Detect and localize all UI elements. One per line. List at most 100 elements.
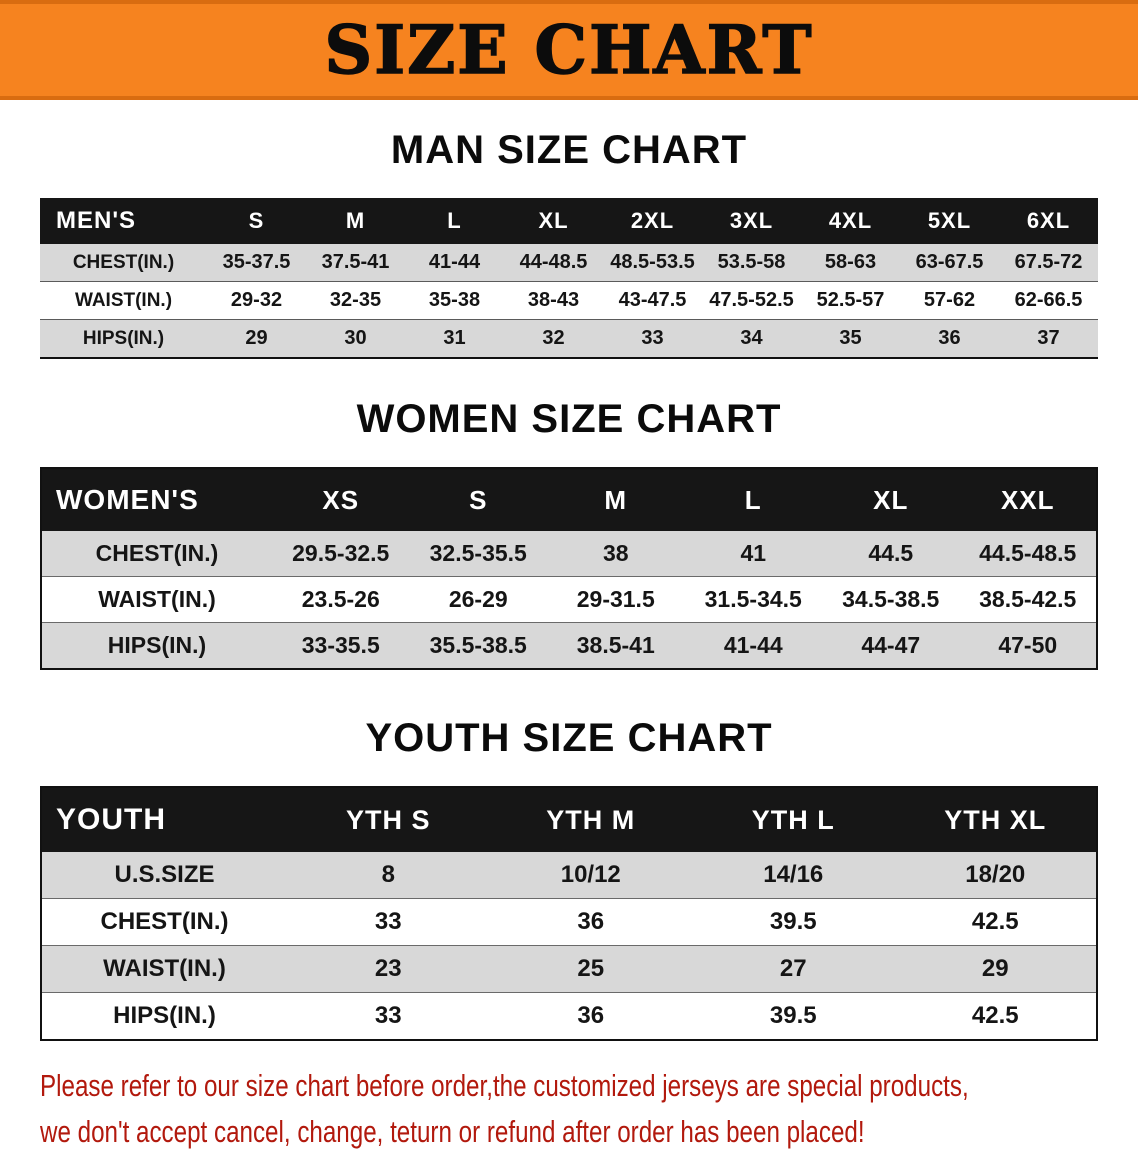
measurement-value-cell: 39.5: [692, 992, 895, 1041]
size-column-header: L: [684, 468, 822, 531]
table-title-cell: MEN'S: [40, 198, 207, 244]
size-column-header: YTH S: [287, 787, 490, 852]
size-column-header: S: [207, 198, 306, 244]
measurement-row: U.S.SIZE 8 10/12 14/16 18/20: [41, 852, 1097, 899]
men-size-section: MAN SIZE CHART MEN'S S M L XL 2XL 3XL 4XL 5XL 6XL…: [0, 128, 1138, 359]
measurement-value-cell: 38.5-41: [547, 622, 685, 670]
measurement-row: WAIST(IN.) 29-32 32-35 35-38 38-43 43-47.5 47.…: [40, 281, 1098, 320]
disclaimer-line-2: we don't accept cancel, change, teturn o…: [40, 1114, 865, 1149]
measurement-value-cell: 44.5-48.5: [959, 531, 1097, 577]
measurement-value-cell: 67.5-72: [999, 244, 1098, 282]
measurement-label-cell: HIPS(IN.): [40, 319, 207, 359]
measurement-value-cell: 33: [287, 992, 490, 1041]
measurement-value-cell: 36: [489, 898, 692, 946]
size-column-header: 6XL: [999, 198, 1098, 244]
size-column-header: YTH XL: [894, 787, 1097, 852]
measurement-row: WAIST(IN.) 23.5-26 26-29 29-31.5 31.5-34.5 34…: [41, 576, 1097, 623]
measurement-value-cell: 36: [489, 992, 692, 1041]
measurement-value-cell: 41-44: [684, 622, 822, 670]
measurement-value-cell: 44-48.5: [504, 244, 603, 282]
measurement-value-cell: 37: [999, 319, 1098, 359]
size-header-row: WOMEN'S XS S M L XL XXL: [41, 468, 1097, 531]
measurement-label-cell: CHEST(IN.): [41, 898, 287, 946]
measurement-value-cell: 42.5: [894, 992, 1097, 1041]
measurement-value-cell: 26-29: [409, 576, 547, 623]
measurement-value-cell: 32: [504, 319, 603, 359]
size-header-row: MEN'S S M L XL 2XL 3XL 4XL 5XL 6XL: [40, 198, 1098, 244]
measurement-value-cell: 44-47: [822, 622, 960, 670]
measurement-value-cell: 32.5-35.5: [409, 531, 547, 577]
measurement-value-cell: 29.5-32.5: [272, 531, 410, 577]
table-title-cell: WOMEN'S: [41, 468, 272, 531]
size-column-header: L: [405, 198, 504, 244]
measurement-value-cell: 23: [287, 945, 490, 993]
measurement-value-cell: 44.5: [822, 531, 960, 577]
size-column-header: XS: [272, 468, 410, 531]
measurement-value-cell: 8: [287, 852, 490, 899]
measurement-label-cell: WAIST(IN.): [41, 945, 287, 993]
disclaimer-line-1: Please refer to our size chart before or…: [40, 1068, 969, 1103]
size-column-header: 3XL: [702, 198, 801, 244]
measurement-label-cell: WAIST(IN.): [40, 281, 207, 320]
measurement-row: CHEST(IN.) 35-37.5 37.5-41 41-44 44-48.5 48.5…: [40, 244, 1098, 282]
size-header-row: YOUTH YTH S YTH M YTH L YTH XL: [41, 787, 1097, 852]
youth-size-table: YOUTH YTH S YTH M YTH L YTH XL U.S.SIZE 8 10/12…: [40, 786, 1098, 1041]
men-size-table: MEN'S S M L XL 2XL 3XL 4XL 5XL 6XL CHEST(IN.) 35-37…: [40, 198, 1098, 359]
youth-section-heading: YOUTH SIZE CHART: [365, 716, 773, 760]
size-column-header: M: [547, 468, 685, 531]
measurement-value-cell: 30: [306, 319, 405, 359]
disclaimer-text: Please refer to our size chart before or…: [40, 1063, 1098, 1155]
size-column-header: YTH M: [489, 787, 692, 852]
measurement-value-cell: 18/20: [894, 852, 1097, 899]
measurement-value-cell: 31.5-34.5: [684, 576, 822, 623]
measurement-value-cell: 27: [692, 945, 895, 993]
measurement-value-cell: 43-47.5: [603, 281, 702, 320]
measurement-value-cell: 35: [801, 319, 900, 359]
measurement-value-cell: 57-62: [900, 281, 999, 320]
measurement-value-cell: 35-38: [405, 281, 504, 320]
measurement-value-cell: 63-67.5: [900, 244, 999, 282]
measurement-value-cell: 58-63: [801, 244, 900, 282]
measurement-value-cell: 35-37.5: [207, 244, 306, 282]
measurement-value-cell: 53.5-58: [702, 244, 801, 282]
measurement-value-cell: 33: [603, 319, 702, 359]
size-column-header: 2XL: [603, 198, 702, 244]
measurement-value-cell: 35.5-38.5: [409, 622, 547, 670]
measurement-label-cell: WAIST(IN.): [41, 576, 272, 623]
size-column-header: YTH L: [692, 787, 895, 852]
measurement-label-cell: HIPS(IN.): [41, 622, 272, 670]
measurement-value-cell: 14/16: [692, 852, 895, 899]
measurement-value-cell: 23.5-26: [272, 576, 410, 623]
measurement-value-cell: 41-44: [405, 244, 504, 282]
measurement-value-cell: 34.5-38.5: [822, 576, 960, 623]
measurement-value-cell: 29: [207, 319, 306, 359]
size-column-header: XXL: [959, 468, 1097, 531]
measurement-value-cell: 38: [547, 531, 685, 577]
measurement-value-cell: 39.5: [692, 898, 895, 946]
measurement-row: HIPS(IN.) 29 30 31 32 33 34 35 36 37: [40, 319, 1098, 359]
size-column-header: S: [409, 468, 547, 531]
measurement-value-cell: 33: [287, 898, 490, 946]
measurement-value-cell: 29: [894, 945, 1097, 993]
measurement-value-cell: 34: [702, 319, 801, 359]
measurement-value-cell: 38-43: [504, 281, 603, 320]
measurement-label-cell: HIPS(IN.): [41, 992, 287, 1041]
measurement-value-cell: 33-35.5: [272, 622, 410, 670]
measurement-value-cell: 31: [405, 319, 504, 359]
measurement-value-cell: 38.5-42.5: [959, 576, 1097, 623]
measurement-label-cell: CHEST(IN.): [40, 244, 207, 282]
measurement-label-cell: U.S.SIZE: [41, 852, 287, 899]
measurement-row: CHEST(IN.) 29.5-32.5 32.5-35.5 38 41 44.5 44.5…: [41, 531, 1097, 577]
size-chart-banner: SIZE CHART: [0, 0, 1138, 100]
measurement-value-cell: 32-35: [306, 281, 405, 320]
measurement-value-cell: 42.5: [894, 898, 1097, 946]
measurement-row: CHEST(IN.) 33 36 39.5 42.5: [41, 898, 1097, 946]
measurement-value-cell: 37.5-41: [306, 244, 405, 282]
men-section-heading: MAN SIZE CHART: [390, 128, 748, 172]
size-column-header: 4XL: [801, 198, 900, 244]
measurement-value-cell: 62-66.5: [999, 281, 1098, 320]
women-section-heading: WOMEN SIZE CHART: [356, 397, 782, 441]
size-column-header: 5XL: [900, 198, 999, 244]
measurement-value-cell: 36: [900, 319, 999, 359]
women-size-table: WOMEN'S XS S M L XL XXL CHEST(IN.) 29.5-32.5 32.5…: [40, 467, 1098, 670]
